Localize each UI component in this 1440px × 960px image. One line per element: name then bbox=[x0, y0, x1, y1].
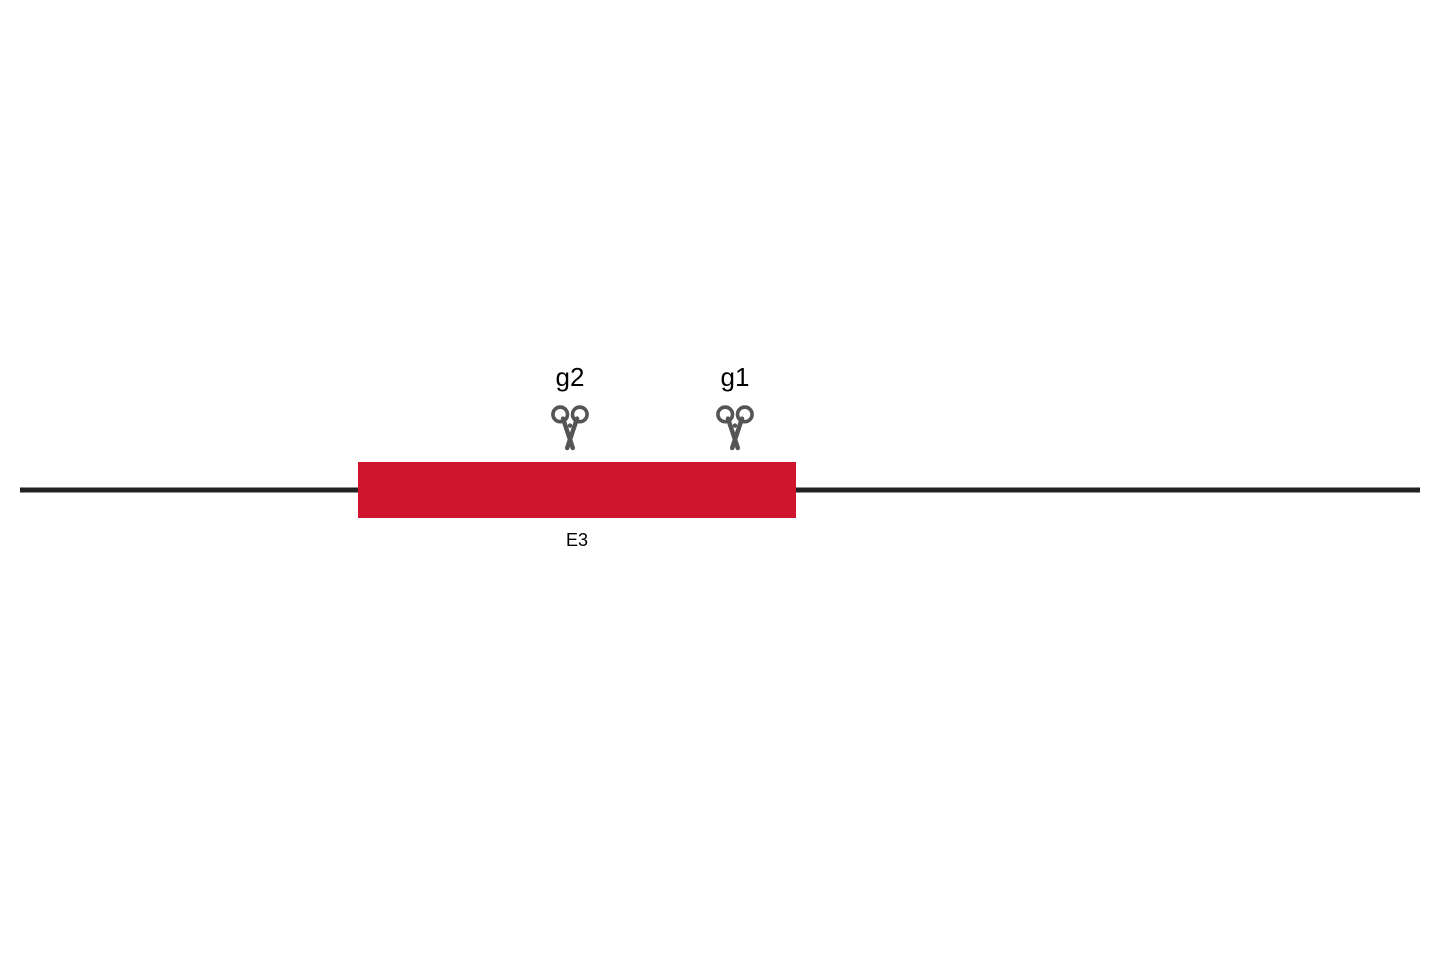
exon-label: E3 bbox=[566, 530, 588, 550]
cut-site-label-g2: g2 bbox=[556, 362, 585, 392]
exon-box bbox=[358, 462, 796, 518]
cut-site-label-g1: g1 bbox=[721, 362, 750, 392]
